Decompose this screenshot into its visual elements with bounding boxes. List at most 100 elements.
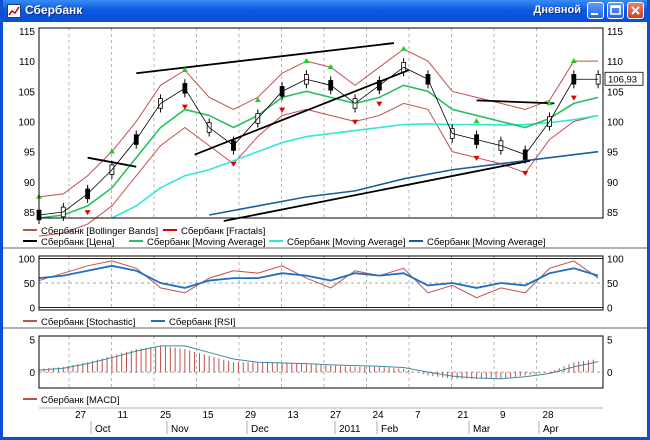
osc-tick-label-left: 50 — [24, 279, 36, 290]
osc-tick-label-right: 0 — [607, 304, 613, 315]
minimize-button[interactable] — [587, 2, 604, 19]
month-label: 2011 — [339, 424, 361, 435]
fractal-down-icon — [230, 161, 237, 167]
fractal-up-icon — [570, 57, 577, 63]
price-tick-label-left: 110 — [19, 57, 35, 68]
fractal-up-icon — [181, 67, 188, 73]
period-label[interactable]: Дневной — [533, 4, 582, 16]
osc-tick-label-left: 100 — [18, 254, 35, 265]
fractal-up-icon — [254, 97, 261, 103]
day-label: 13 — [288, 410, 300, 421]
title-bar[interactable]: Сбербанк Дневной — [3, 0, 647, 22]
month-label: Feb — [381, 424, 399, 435]
last-price-box — [604, 71, 644, 86]
chart-app-icon — [7, 4, 21, 18]
month-label: Oct — [95, 424, 111, 435]
panel-frame — [38, 255, 604, 311]
close-button[interactable] — [627, 2, 644, 19]
legend-label: Сбербанк [Цена] — [41, 237, 114, 248]
price-tick-label-left: 85 — [24, 208, 36, 219]
price-tick-label-left: 90 — [24, 178, 36, 189]
price-tick-label-left: 105 — [18, 87, 35, 98]
price-tick-label-left: 95 — [24, 148, 36, 159]
panel-frame — [38, 335, 604, 389]
macd-signal-line — [38, 345, 599, 380]
moving-average-line — [38, 84, 599, 219]
trend-line — [194, 69, 409, 156]
window-title: Сбербанк — [25, 3, 83, 17]
macd-tick-label-left: 0 — [29, 368, 35, 379]
price-tick-label-right: 100 — [607, 117, 624, 128]
fractal-down-icon — [181, 104, 188, 110]
trend-line — [136, 42, 395, 75]
legend-label: Сбербанк [RSI] — [169, 317, 235, 328]
month-label: Mar — [473, 424, 491, 435]
price-line — [38, 66, 599, 216]
price-tick-label-right: 115 — [607, 27, 623, 38]
fractal-up-icon — [400, 45, 407, 51]
close-icon — [631, 6, 640, 15]
day-label: 27 — [330, 410, 342, 421]
price-tick-label-right: 85 — [607, 208, 619, 219]
minimize-icon — [591, 13, 598, 15]
month-label: Dec — [251, 424, 269, 435]
day-label: 28 — [543, 410, 555, 421]
fractal-down-icon — [473, 155, 480, 161]
bollinger-upper-line — [38, 48, 599, 198]
day-label: 24 — [373, 410, 385, 421]
osc-tick-label-right: 50 — [607, 279, 619, 290]
price-tick-label-right: 110 — [607, 57, 623, 68]
month-label: Apr — [543, 424, 559, 435]
legend-label: Сбербанк [Moving Average] — [147, 237, 266, 248]
fractal-down-icon — [352, 119, 359, 125]
fractal-up-icon — [327, 64, 334, 69]
trend-line — [223, 159, 531, 222]
legend-label: Сбербанк [Stochastic] — [41, 317, 135, 328]
fractal-up-icon — [473, 118, 480, 124]
grid-lines — [68, 28, 537, 388]
legend-label: Сбербанк [Moving Average] — [427, 237, 546, 248]
maximize-icon — [610, 5, 621, 15]
rsi-line — [38, 264, 599, 289]
stochastic-line — [38, 260, 599, 299]
macd-tick-label-right: 5 — [607, 335, 613, 346]
legend-label: Сбербанк [Bollinger Bands] — [41, 226, 158, 237]
fractal-down-icon — [84, 210, 91, 216]
price-tick-label-right: 105 — [607, 87, 624, 98]
day-label: 21 — [458, 410, 470, 421]
panel-frame — [38, 27, 604, 219]
fractal-down-icon — [376, 101, 383, 107]
last-price-label: 106,93 — [608, 74, 637, 85]
osc-tick-label-right: 100 — [607, 254, 624, 265]
price-tick-label-left: 115 — [19, 27, 35, 38]
price-series — [36, 42, 603, 380]
day-label: 11 — [118, 410, 129, 421]
fractal-down-icon — [522, 170, 529, 176]
day-label: 29 — [245, 410, 257, 421]
legend-label: Сбербанк [MACD] — [41, 395, 120, 406]
trend-line — [87, 156, 137, 168]
osc-tick-label-left: 0 — [29, 304, 35, 315]
moving-average-line — [209, 150, 599, 216]
month-label: Nov — [171, 424, 189, 435]
legend-label: Сбербанк [Fractals] — [181, 226, 265, 237]
legend-label: Сбербанк [Moving Average] — [287, 237, 406, 248]
day-label: 25 — [160, 410, 172, 421]
price-tick-label-right: 95 — [607, 148, 619, 159]
fractal-up-icon — [108, 148, 115, 154]
day-label: 9 — [500, 410, 506, 421]
maximize-button[interactable] — [607, 2, 624, 19]
day-label: 7 — [415, 410, 421, 421]
day-label: 15 — [203, 410, 215, 421]
fractal-down-icon — [570, 95, 577, 101]
price-tick-label-right: 90 — [607, 178, 619, 189]
chart-marks — [36, 45, 577, 216]
fractal-up-icon — [303, 57, 310, 63]
day-label: 27 — [75, 410, 87, 421]
fractal-up-icon — [546, 100, 553, 106]
price-tick-label-left: 100 — [18, 117, 35, 128]
macd-tick-label-left: 5 — [29, 335, 35, 346]
